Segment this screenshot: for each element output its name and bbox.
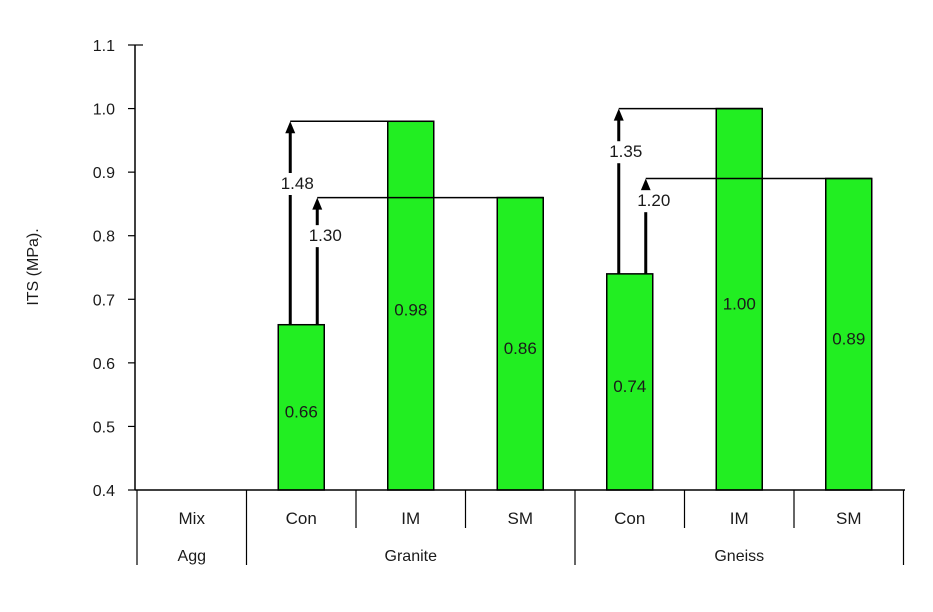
ratio-label: 1.35: [609, 142, 642, 161]
ratio-annotations: 1.48 1.30 1.35 1.20: [275, 107, 872, 325]
bar: [277, 323, 325, 491]
category-label: SM: [508, 509, 534, 528]
bar-data-label: 0.86: [504, 339, 537, 358]
bar-data-label: 0.98: [394, 301, 427, 320]
y-tick-label: 0.8: [93, 229, 115, 246]
y-axis-label: ITS (MPa).: [25, 228, 42, 305]
y-tick-label: 1.0: [93, 102, 115, 119]
bar: [387, 120, 435, 491]
bar: [825, 177, 873, 491]
label-backdrop: [603, 141, 648, 164]
category-label: SM: [836, 509, 862, 528]
y-tick-label: 0.9: [93, 165, 115, 182]
ratio-label: 1.48: [281, 174, 314, 193]
group-label: Granite: [385, 548, 438, 565]
bar: [606, 273, 654, 491]
bar: [715, 107, 763, 491]
ratio-label: 1.30: [309, 226, 342, 245]
y-tick-label: 0.7: [93, 292, 115, 309]
y-tick-label: 0.6: [93, 356, 115, 373]
category-table: Mix Con IM SM Con IM SM Agg Granite Gneiss: [135, 489, 905, 565]
y-axis: 0.4 0.5 0.6 0.7 0.8 0.9 1.0 1.1: [93, 38, 143, 500]
bar-data-label: 1.00: [723, 294, 756, 313]
bar-data-label: 0.89: [832, 329, 865, 348]
bar-data-label: 0.74: [613, 377, 646, 396]
arrow-head: [613, 108, 624, 121]
category-label: Con: [614, 509, 645, 528]
label-backdrop: [303, 225, 348, 248]
group-label: Agg: [178, 548, 206, 565]
category-label: Con: [286, 509, 317, 528]
y-tick-label: 0.4: [93, 483, 115, 500]
group-label: Gneiss: [714, 548, 764, 565]
bar-data-label: 0.66: [285, 402, 318, 421]
category-label: Mix: [179, 509, 206, 528]
bar-series: 0.66 0.98 0.86 0.74 1.00 0.89: [277, 107, 873, 491]
y-tick-label: 0.5: [93, 419, 115, 436]
label-backdrop: [275, 173, 320, 195]
y-tick-label: 1.1: [93, 38, 115, 55]
arrow-head: [640, 178, 651, 191]
arrow-head: [285, 121, 296, 134]
category-label: IM: [730, 509, 749, 528]
ratio-label: 1.20: [637, 191, 670, 210]
category-label: IM: [401, 509, 420, 528]
arrow-head: [312, 197, 323, 210]
label-backdrop: [631, 190, 676, 213]
